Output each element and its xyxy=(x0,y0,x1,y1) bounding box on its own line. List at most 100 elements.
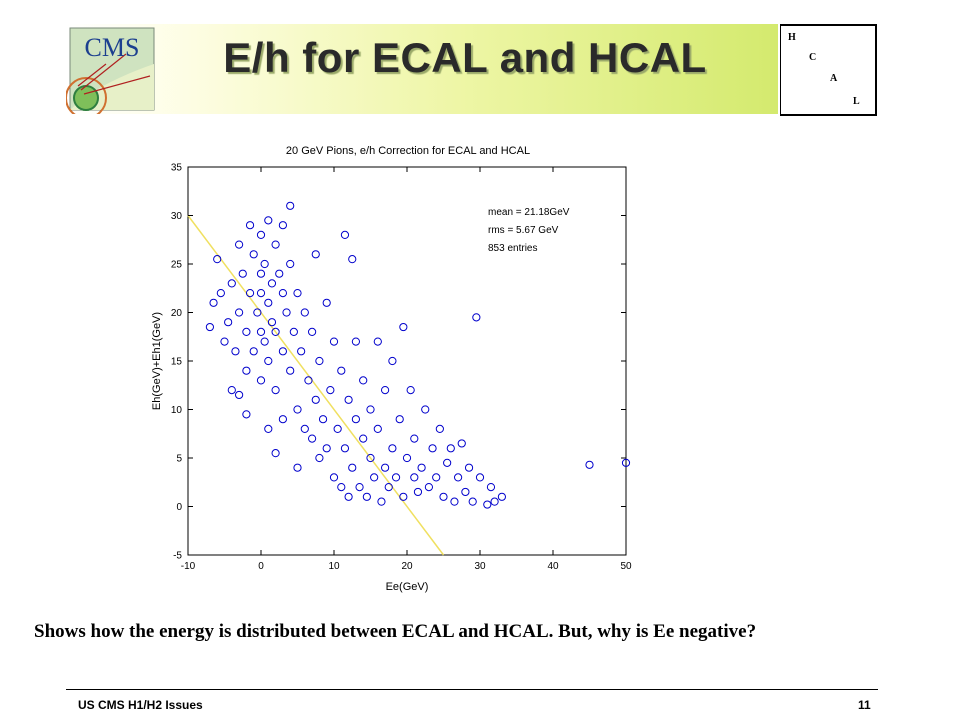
x-tick-label: -10 xyxy=(181,561,196,572)
data-point xyxy=(271,327,280,336)
data-point xyxy=(344,492,353,501)
data-point xyxy=(220,337,229,346)
data-point xyxy=(267,279,277,288)
data-point xyxy=(308,327,317,336)
data-point xyxy=(308,434,317,443)
data-point xyxy=(227,279,236,288)
data-point xyxy=(260,337,269,346)
data-point xyxy=(446,444,455,453)
data-point xyxy=(486,483,496,492)
y-tick-label: 25 xyxy=(171,260,183,271)
data-point xyxy=(209,298,218,307)
data-point xyxy=(245,221,255,230)
y-tick-label: 35 xyxy=(171,163,183,174)
data-point xyxy=(260,259,269,269)
x-tick-label: 20 xyxy=(401,561,413,572)
data-point xyxy=(224,318,233,327)
data-point xyxy=(344,395,353,404)
data-point xyxy=(286,259,295,269)
data-point xyxy=(370,473,379,482)
data-point xyxy=(468,497,477,506)
stat-rms: rms = 5.67 GeV xyxy=(488,225,559,236)
stat-entries: 853 entries xyxy=(488,243,537,254)
data-point xyxy=(242,327,251,336)
data-point xyxy=(311,250,320,259)
data-point xyxy=(410,473,419,482)
data-point xyxy=(245,289,255,298)
data-point xyxy=(264,424,273,433)
data-point xyxy=(231,347,240,356)
data-point xyxy=(264,298,273,307)
data-point xyxy=(432,473,441,482)
data-point xyxy=(464,463,474,472)
data-point xyxy=(267,318,277,327)
data-point xyxy=(278,347,287,356)
data-point xyxy=(366,405,375,414)
data-point xyxy=(315,356,324,366)
data-point xyxy=(322,298,331,307)
hcal-letter-a: A xyxy=(830,73,838,84)
data-point xyxy=(293,463,302,472)
data-point xyxy=(406,386,415,395)
data-point xyxy=(253,308,262,317)
data-point xyxy=(213,255,222,264)
data-point xyxy=(235,308,244,317)
chart-title: 20 GeV Pions, e/h Correction for ECAL an… xyxy=(286,145,530,157)
hcal-logo: H C A L xyxy=(780,24,877,116)
data-point xyxy=(621,458,631,467)
data-point xyxy=(235,390,244,400)
data-point xyxy=(399,322,408,332)
data-point xyxy=(249,347,258,356)
title-band xyxy=(66,24,778,114)
data-point xyxy=(333,424,342,433)
hcal-letter-h: H xyxy=(788,32,796,43)
data-point xyxy=(271,449,280,458)
hcal-letter-c: C xyxy=(809,52,817,63)
data-point xyxy=(322,444,331,453)
points-layer xyxy=(205,201,631,509)
data-point xyxy=(417,463,426,472)
data-point xyxy=(300,308,309,317)
data-point xyxy=(315,453,324,463)
data-point xyxy=(366,453,375,463)
cms-logo-text: CMS xyxy=(85,33,140,62)
data-point xyxy=(337,483,346,492)
data-point xyxy=(461,487,470,497)
data-point xyxy=(359,376,368,385)
data-point xyxy=(300,424,309,433)
y-tick-label: -5 xyxy=(173,551,182,562)
data-point xyxy=(435,424,444,433)
data-point xyxy=(242,366,251,375)
data-point xyxy=(205,322,215,332)
x-axis-label: Ee(GeV) xyxy=(386,581,429,593)
data-point xyxy=(497,492,506,501)
data-point xyxy=(428,444,437,453)
hcal-letter-l: L xyxy=(853,96,860,107)
data-point xyxy=(359,434,368,443)
data-point xyxy=(421,405,430,414)
stat-mean: mean = 21.18GeV xyxy=(488,207,570,218)
data-point xyxy=(282,308,291,317)
data-point xyxy=(304,376,313,385)
data-point xyxy=(399,492,408,501)
data-point xyxy=(337,366,346,375)
y-tick-label: 5 xyxy=(176,454,182,465)
data-point xyxy=(329,473,339,482)
data-point xyxy=(278,415,287,424)
data-point xyxy=(362,492,371,501)
data-point xyxy=(490,497,499,506)
data-point xyxy=(395,415,404,424)
data-point xyxy=(348,255,357,264)
data-point xyxy=(235,240,244,249)
data-point xyxy=(355,483,364,492)
data-point xyxy=(293,405,302,414)
data-point xyxy=(351,415,360,424)
data-point xyxy=(242,410,251,419)
fit-line-layer xyxy=(187,215,445,556)
data-point xyxy=(413,487,423,497)
data-point xyxy=(275,269,284,278)
data-point xyxy=(348,463,357,472)
data-point xyxy=(381,386,390,395)
data-point xyxy=(439,492,448,501)
slide-title: E/h for ECAL and HCAL xyxy=(223,34,707,81)
